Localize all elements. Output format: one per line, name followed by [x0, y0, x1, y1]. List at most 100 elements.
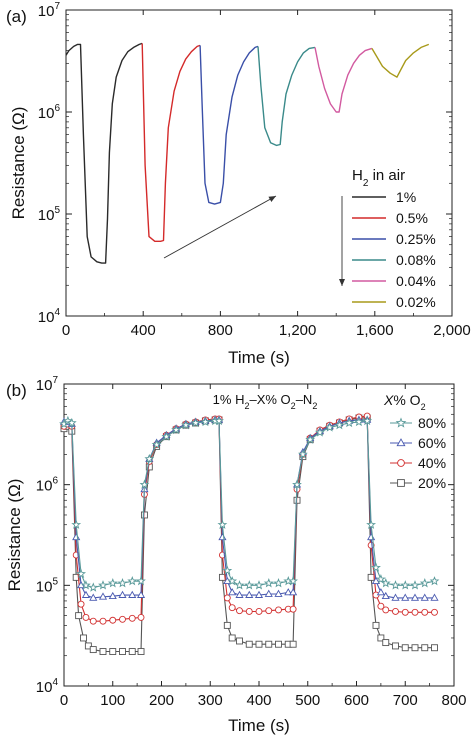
data-point-star [390, 580, 401, 590]
data-point-star [117, 578, 128, 588]
data-point-circle [377, 602, 385, 610]
data-point-star [244, 580, 255, 590]
data-point-square [245, 640, 253, 648]
series-line-0.04% [314, 47, 373, 113]
panel-a-legend-title: H2 in air [352, 167, 405, 189]
data-point-square [137, 648, 145, 655]
data-point-triangle [218, 532, 227, 541]
x-tick-label: 400 [131, 322, 156, 339]
data-point-square [411, 644, 419, 652]
data-point-square [84, 642, 92, 650]
data-point-square [236, 637, 243, 645]
series-line-0.5% [141, 43, 201, 242]
panel-b-ticks: 0 100 200 300 400 500 600 700 800 104 105 106 107 [36, 375, 467, 709]
data-point-star [234, 580, 245, 590]
data-point-square [275, 640, 282, 648]
panel-a-legend: H2 in air 1% 0.5% 0.25% 0.08% 0.04% 0.02% [339, 167, 436, 310]
y-tick-label: 105 [36, 576, 59, 595]
data-point-triangle [136, 590, 146, 598]
data-point-circle [223, 594, 231, 602]
panel-b-plot-frame [63, 383, 455, 687]
data-point-circle [99, 617, 107, 625]
panel-a-series [65, 42, 430, 264]
data-point-triangle [381, 591, 390, 600]
data-point-circle [397, 459, 405, 467]
data-point-triangle [235, 590, 244, 598]
data-point-circle [411, 608, 419, 616]
data-point-triangle [376, 588, 385, 596]
panel-b-inset-title: 1% H2–X% O2–N2 [213, 392, 318, 411]
panel-b-xlabel: Time (s) [228, 716, 290, 735]
data-point-star [419, 577, 430, 588]
data-point-square [289, 640, 297, 648]
series-line-40% [63, 415, 435, 622]
data-point-star [380, 577, 391, 588]
data-point-square [382, 639, 390, 647]
data-point-star [200, 416, 211, 427]
panel-b: (b) 0 100 200 300 400 500 600 700 800 104 105 106 10… [5, 375, 467, 735]
data-point-star [80, 580, 91, 590]
data-point-square [80, 634, 87, 642]
data-point-square [89, 646, 97, 654]
data-point-circle [255, 608, 263, 615]
data-point-circle [109, 616, 117, 624]
series-line-0.25% [199, 45, 259, 205]
data-point-star [429, 576, 440, 586]
data-point-circle [82, 613, 90, 621]
x-tick-label: 2,000 [433, 322, 471, 339]
data-point-circle [265, 607, 273, 615]
series-80% [59, 415, 440, 592]
data-point-star [227, 576, 238, 586]
data-point-triangle [98, 592, 108, 600]
data-point-star [136, 576, 146, 586]
panel-a-label: (a) [6, 7, 27, 26]
panel-a-ticks: 0 400 800 1,200 1,600 2,000 104 105 106 107 [38, 1, 471, 339]
data-point-triangle [128, 590, 137, 598]
data-point-square [421, 644, 429, 652]
data-point-star [375, 573, 386, 584]
legend-label: 0.5% [396, 210, 428, 226]
panel-b-series [59, 412, 440, 655]
legend-label: 0.02% [396, 294, 436, 310]
data-point-circle [245, 608, 253, 615]
data-point-circle [137, 613, 145, 621]
data-point-star [62, 415, 73, 426]
x-tick-label: 800 [441, 692, 466, 709]
x-tick-label: 300 [198, 692, 223, 709]
data-point-star [139, 479, 150, 489]
data-point-circle [77, 600, 85, 608]
x-tick-label: 1,600 [356, 322, 394, 339]
series-line-1% [65, 42, 143, 264]
series-line-80% [63, 420, 435, 589]
data-point-star [305, 434, 316, 444]
data-point-star [292, 479, 302, 489]
x-tick-label: 0 [62, 322, 70, 339]
data-point-triangle [371, 576, 381, 585]
data-point-star [366, 519, 377, 529]
data-point-square [367, 573, 375, 581]
data-point-triangle [118, 590, 127, 598]
data-point-square [72, 573, 80, 581]
x-tick-label: 400 [246, 692, 271, 709]
data-point-triangle [108, 591, 117, 600]
legend-label: 0.25% [396, 231, 436, 247]
data-point-square [109, 648, 117, 655]
data-point-star [161, 431, 172, 441]
data-point-star [214, 415, 224, 426]
data-point-triangle [367, 532, 376, 541]
data-point-star [88, 582, 99, 592]
data-point-square [431, 644, 438, 652]
panel-a: (a) 0 400 800 1,200 1,600 2,000 104 105 106 107 T… [6, 1, 471, 367]
legend-label: 0.08% [396, 252, 436, 268]
y-tick-label: 105 [38, 205, 61, 224]
data-point-star [298, 449, 308, 459]
y-tick-label: 107 [38, 1, 61, 20]
x-tick-label: 0 [60, 692, 68, 709]
data-point-triangle [401, 593, 410, 601]
series-line-0.02% [371, 43, 430, 78]
series-line-0.08% [257, 46, 316, 147]
data-point-star [362, 415, 373, 426]
data-point-circle [89, 617, 97, 625]
data-point-star [263, 577, 274, 588]
data-point-triangle [284, 588, 293, 596]
